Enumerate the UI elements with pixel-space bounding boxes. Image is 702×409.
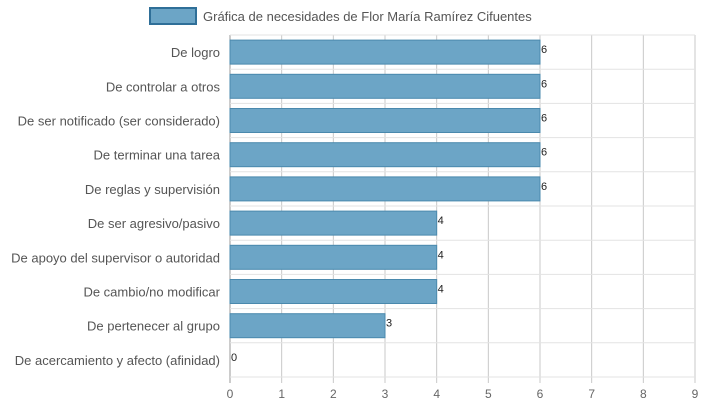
- x-tick-label: 2: [330, 387, 337, 401]
- x-tick-label: 9: [692, 387, 699, 401]
- bar[interactable]: [229, 142, 541, 168]
- category-labels: De logro De controlar a otros De ser notif…: [11, 45, 221, 368]
- x-axis-ticks: 0 1 2 3 4 5 6 7 8 9: [227, 387, 699, 401]
- x-tick-label: 7: [588, 387, 595, 401]
- data-label: 6: [541, 44, 547, 56]
- x-tick-label: 1: [278, 387, 285, 401]
- category-label: De terminar una tarea: [94, 148, 221, 163]
- data-label: 4: [438, 215, 444, 227]
- data-label: 4: [438, 249, 444, 261]
- category-label: De ser notificado (ser considerado): [18, 114, 220, 129]
- x-tick-label: 5: [485, 387, 492, 401]
- x-tick-label: 4: [433, 387, 440, 401]
- value-labels: 6 6 6 6 6 4 4 4 3 0: [231, 44, 547, 364]
- data-label: 6: [541, 78, 547, 90]
- data-label: 3: [386, 318, 392, 330]
- bar[interactable]: [229, 313, 386, 339]
- bar[interactable]: [229, 39, 541, 65]
- data-label: 6: [541, 113, 547, 125]
- x-tick-label: 3: [382, 387, 389, 401]
- bars: [229, 39, 541, 339]
- data-label: 6: [541, 147, 547, 159]
- bar[interactable]: [229, 279, 438, 304]
- category-label: De cambio/no modificar: [83, 285, 220, 300]
- bar[interactable]: [229, 73, 541, 99]
- legend-swatch[interactable]: [149, 7, 197, 25]
- category-label: De apoyo del supervisor o autoridad: [11, 250, 220, 265]
- chart-legend[interactable]: Gráfica de necesidades de Flor María Ram…: [149, 7, 532, 25]
- x-tick-label: 0: [227, 387, 234, 401]
- bar[interactable]: [229, 244, 438, 270]
- data-label: 6: [541, 181, 547, 193]
- x-tick-label: 6: [537, 387, 544, 401]
- data-label: 0: [231, 352, 237, 364]
- category-label: De ser agresivo/pasivo: [88, 216, 220, 231]
- bar[interactable]: [229, 210, 438, 236]
- category-label: De logro: [171, 45, 220, 60]
- category-label: De pertenecer al grupo: [87, 319, 220, 334]
- bar[interactable]: [229, 176, 541, 202]
- category-label: De acercamiento y afecto (afinidad): [15, 353, 220, 368]
- category-label: De controlar a otros: [106, 79, 221, 94]
- category-label: De reglas y supervisión: [85, 182, 220, 197]
- x-tick-label: 8: [640, 387, 647, 401]
- data-label: 4: [438, 284, 444, 296]
- legend-label[interactable]: Gráfica de necesidades de Flor María Ram…: [203, 9, 532, 24]
- bar[interactable]: [229, 108, 541, 133]
